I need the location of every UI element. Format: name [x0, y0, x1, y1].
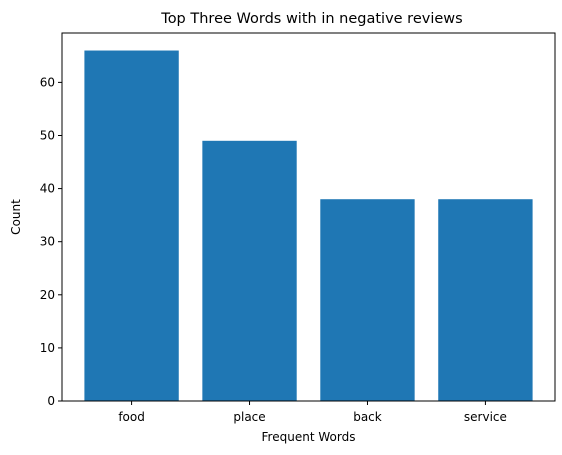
chart-title: Top Three Words with in negative reviews — [160, 11, 462, 27]
bar-back — [320, 199, 415, 401]
bar-place — [202, 140, 297, 401]
plot-frame — [61, 32, 556, 402]
x-tick-label-place: place — [233, 410, 265, 424]
y-tick-label-30: 30 — [40, 235, 55, 249]
x-axis-label: Frequent Words — [262, 430, 356, 444]
bar-food — [84, 50, 179, 402]
y-tick-label-0: 0 — [47, 394, 55, 408]
bar-service — [438, 199, 533, 401]
x-axis: food place back service — [118, 401, 507, 424]
x-tick-label-service: service — [464, 410, 507, 424]
y-tick-label-10: 10 — [40, 341, 55, 355]
y-tick-label-60: 60 — [40, 75, 55, 89]
y-axis-label: Count — [9, 199, 23, 235]
y-tick-label-20: 20 — [40, 288, 55, 302]
y-axis: 0 10 20 30 40 50 60 — [40, 75, 62, 408]
y-tick-label-40: 40 — [40, 182, 55, 196]
bars-group — [84, 50, 533, 402]
y-tick-label-50: 50 — [40, 128, 55, 142]
x-tick-label-food: food — [118, 410, 145, 424]
x-tick-label-back: back — [353, 410, 382, 424]
